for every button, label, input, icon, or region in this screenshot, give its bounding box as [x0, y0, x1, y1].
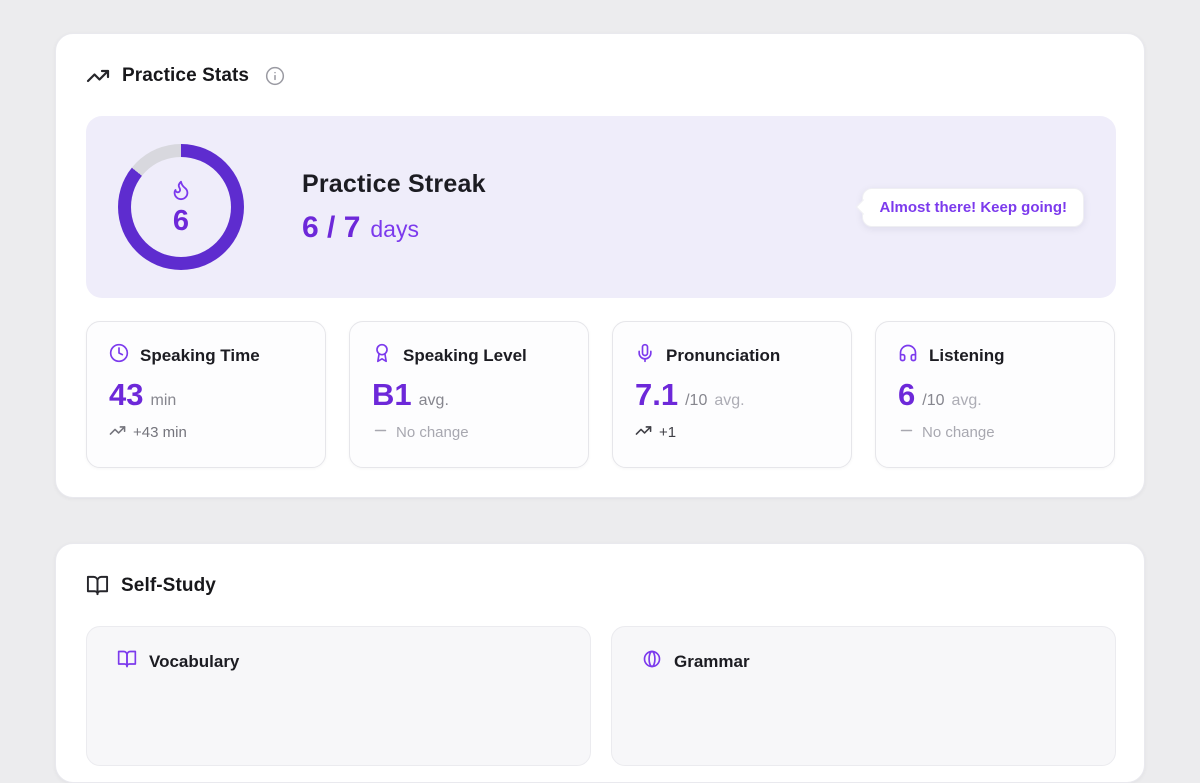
- minus-icon: [898, 422, 915, 443]
- book-open-icon: [86, 574, 109, 597]
- stat-unit: min: [150, 392, 177, 409]
- trending-up-icon: [109, 422, 126, 443]
- info-icon[interactable]: [265, 66, 285, 86]
- stat-unit-avg: avg.: [714, 392, 745, 409]
- flame-icon: [170, 179, 192, 206]
- stat-value: 43: [109, 377, 144, 412]
- self-study-header: Self-Study: [86, 574, 216, 597]
- stat-value: B1: [372, 377, 412, 412]
- clock-icon: [109, 343, 129, 368]
- award-icon: [372, 343, 392, 368]
- stat-trend-text: No change: [396, 424, 469, 441]
- grammar-label: Grammar: [674, 651, 750, 671]
- vocabulary-card[interactable]: Vocabulary: [86, 626, 591, 766]
- stat-unit-avg: avg.: [951, 392, 982, 409]
- self-study-panel: Self-Study Vocabulary Grammar: [55, 543, 1145, 783]
- stat-label: Pronunciation: [666, 345, 781, 365]
- stat-card-speaking-time: Speaking Time 43 min +43 min: [86, 321, 326, 468]
- book-open-icon: [117, 649, 137, 674]
- minus-icon: [372, 422, 389, 443]
- vocabulary-label: Vocabulary: [149, 651, 240, 671]
- streak-tooltip: Almost there! Keep going!: [862, 187, 1084, 227]
- streak-days-unit: days: [370, 215, 419, 242]
- mic-icon: [635, 343, 655, 368]
- streak-title: Practice Streak: [302, 169, 486, 198]
- stat-card-pronunciation: Pronunciation 7.1 /10 avg. +1: [612, 321, 852, 468]
- stat-trend-text: No change: [922, 424, 995, 441]
- practice-stats-header: Practice Stats: [86, 64, 285, 88]
- practice-streak-banner: 6 Practice Streak 6 / 7 days Almost ther…: [86, 116, 1116, 298]
- stat-card-speaking-level: Speaking Level B1 avg. No change: [349, 321, 589, 468]
- stat-card-listening: Listening 6 /10 avg. No change: [875, 321, 1115, 468]
- stat-label: Listening: [929, 345, 1005, 365]
- stat-unit: /10: [922, 392, 945, 409]
- stat-label: Speaking Level: [403, 345, 527, 365]
- streak-progress: 6 / 7 days: [302, 211, 486, 245]
- streak-ring-center: 6: [131, 157, 231, 257]
- stat-unit: avg.: [418, 392, 449, 409]
- stat-trend-text: +1: [659, 424, 677, 441]
- practice-stats-title: Practice Stats: [122, 65, 250, 86]
- stat-value: 7.1: [635, 377, 679, 412]
- trending-up-icon: [86, 64, 110, 88]
- stat-trend-text: +43 min: [133, 424, 187, 441]
- self-study-card-row: Vocabulary Grammar: [86, 626, 1116, 766]
- practice-stats-panel: Practice Stats 6 Practice Streak 6 / 7 d…: [55, 33, 1145, 498]
- globe-lens-icon: [642, 649, 662, 674]
- stat-value: 6: [898, 377, 916, 412]
- stat-card-row: Speaking Time 43 min +43 min Speaking Le…: [86, 321, 1115, 468]
- self-study-title: Self-Study: [121, 574, 216, 596]
- streak-progress-ring: 6: [118, 144, 244, 270]
- streak-count: 6: [172, 204, 190, 237]
- streak-days-value: 6 / 7: [302, 210, 361, 244]
- grammar-card[interactable]: Grammar: [611, 626, 1116, 766]
- headphones-icon: [898, 343, 918, 368]
- trending-up-icon: [635, 422, 652, 443]
- stat-label: Speaking Time: [140, 345, 260, 365]
- streak-text-block: Practice Streak 6 / 7 days: [302, 170, 486, 245]
- stat-unit: /10: [685, 392, 708, 409]
